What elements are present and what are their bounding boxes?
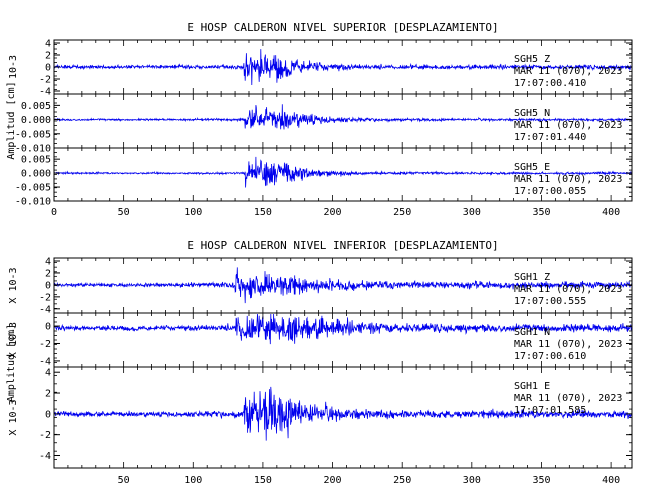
y-tick-label: 4 bbox=[45, 256, 51, 267]
y-tick-label: 2 bbox=[45, 268, 51, 279]
y-tick-label: -0.010 bbox=[15, 197, 51, 208]
x-tick-label: 250 bbox=[393, 475, 411, 486]
y-tick-label: 4 bbox=[45, 368, 51, 379]
record-date-label: MAR 11 (070), 2023 bbox=[514, 120, 622, 131]
x-tick-label: 50 bbox=[118, 207, 130, 218]
y-tick-label: -0.010 bbox=[15, 144, 51, 155]
waveform-trace bbox=[53, 104, 633, 130]
waveform-trace bbox=[53, 156, 633, 188]
y-tick-label: 2 bbox=[45, 51, 51, 62]
station-channel-label: SGH5 Z bbox=[514, 54, 550, 65]
y-tick-label: -4 bbox=[39, 304, 51, 315]
waveform-trace bbox=[53, 267, 633, 304]
y-tick-label: 0 bbox=[45, 322, 51, 333]
record-time-label: 17:07:00.610 bbox=[514, 351, 586, 362]
chart-group-inferior: E HOSP CALDERON NIVEL INFERIOR [DESPLAZA… bbox=[6, 239, 633, 486]
y-axis-label: Amplitud [cm] bbox=[6, 81, 17, 159]
waveform-trace bbox=[53, 386, 633, 441]
y-tick-label: -4 bbox=[39, 451, 51, 462]
record-time-label: 17:07:01.440 bbox=[514, 132, 586, 143]
record-time-label: 17:07:00.555 bbox=[514, 296, 586, 307]
x-tick-label: 300 bbox=[463, 207, 481, 218]
y-tick-label: 0.005 bbox=[21, 101, 51, 112]
x-tick-label: 250 bbox=[393, 207, 411, 218]
waveform-trace bbox=[53, 49, 633, 86]
record-time-label: 17:07:00.410 bbox=[514, 78, 586, 89]
y-tick-label: 0.005 bbox=[21, 155, 51, 166]
scale-label: X 10-3 bbox=[8, 399, 19, 435]
scale-label: X 10-3 bbox=[8, 267, 19, 303]
station-channel-label: SGH1 N bbox=[514, 327, 550, 338]
y-tick-label: -4 bbox=[39, 356, 51, 367]
record-date-label: MAR 11 (070), 2023 bbox=[514, 66, 622, 77]
record-time-label: 17:07:00.055 bbox=[514, 186, 586, 197]
y-tick-label: -2 bbox=[39, 75, 51, 86]
y-tick-label: 0.000 bbox=[21, 169, 51, 180]
y-tick-label: 0.000 bbox=[21, 115, 51, 126]
y-tick-label: 4 bbox=[45, 39, 51, 50]
station-channel-label: SGH5 E bbox=[514, 162, 550, 173]
y-tick-label: 2 bbox=[45, 389, 51, 400]
scale-label: X 10-3 bbox=[8, 322, 19, 358]
x-tick-label: 350 bbox=[532, 475, 550, 486]
y-tick-label: 0 bbox=[45, 63, 51, 74]
x-tick-label: 400 bbox=[602, 207, 620, 218]
x-tick-label: 100 bbox=[184, 207, 202, 218]
x-tick-label: 0 bbox=[51, 207, 57, 218]
station-channel-label: SGH1 E bbox=[514, 381, 550, 392]
x-tick-label: 350 bbox=[532, 207, 550, 218]
y-tick-label: -2 bbox=[39, 430, 51, 441]
waveform-trace bbox=[53, 313, 633, 345]
x-tick-label: 400 bbox=[602, 475, 620, 486]
station-channel-label: SGH1 Z bbox=[514, 272, 550, 283]
record-time-label: 17:07:01.585 bbox=[514, 405, 586, 416]
station-channel-label: SGH5 N bbox=[514, 108, 550, 119]
record-date-label: MAR 11 (070), 2023 bbox=[514, 284, 622, 295]
x-tick-label: 200 bbox=[324, 207, 342, 218]
x-tick-label: 50 bbox=[118, 475, 130, 486]
y-tick-label: -2 bbox=[39, 339, 51, 350]
y-tick-label: 0 bbox=[45, 409, 51, 420]
y-tick-label: -2 bbox=[39, 292, 51, 303]
record-date-label: MAR 11 (070), 2023 bbox=[514, 393, 622, 404]
scale-label: 10-3 bbox=[8, 55, 19, 79]
x-tick-label: 300 bbox=[463, 475, 481, 486]
chart-title: E HOSP CALDERON NIVEL SUPERIOR [DESPLAZA… bbox=[187, 21, 498, 34]
y-tick-label: -0.005 bbox=[15, 129, 51, 140]
record-date-label: MAR 11 (070), 2023 bbox=[514, 339, 622, 350]
y-tick-label: -4 bbox=[39, 87, 51, 98]
chart-title: E HOSP CALDERON NIVEL INFERIOR [DESPLAZA… bbox=[187, 239, 498, 252]
y-tick-label: 0 bbox=[45, 280, 51, 291]
x-tick-label: 150 bbox=[254, 207, 272, 218]
y-tick-label: -0.005 bbox=[15, 183, 51, 194]
record-date-label: MAR 11 (070), 2023 bbox=[514, 174, 622, 185]
x-tick-label: 100 bbox=[184, 475, 202, 486]
x-tick-label: 150 bbox=[254, 475, 272, 486]
y-axis-label: Amplitud [cm] bbox=[6, 324, 17, 402]
x-tick-label: 200 bbox=[324, 475, 342, 486]
chart-group-superior: E HOSP CALDERON NIVEL SUPERIOR [DESPLAZA… bbox=[6, 21, 633, 218]
